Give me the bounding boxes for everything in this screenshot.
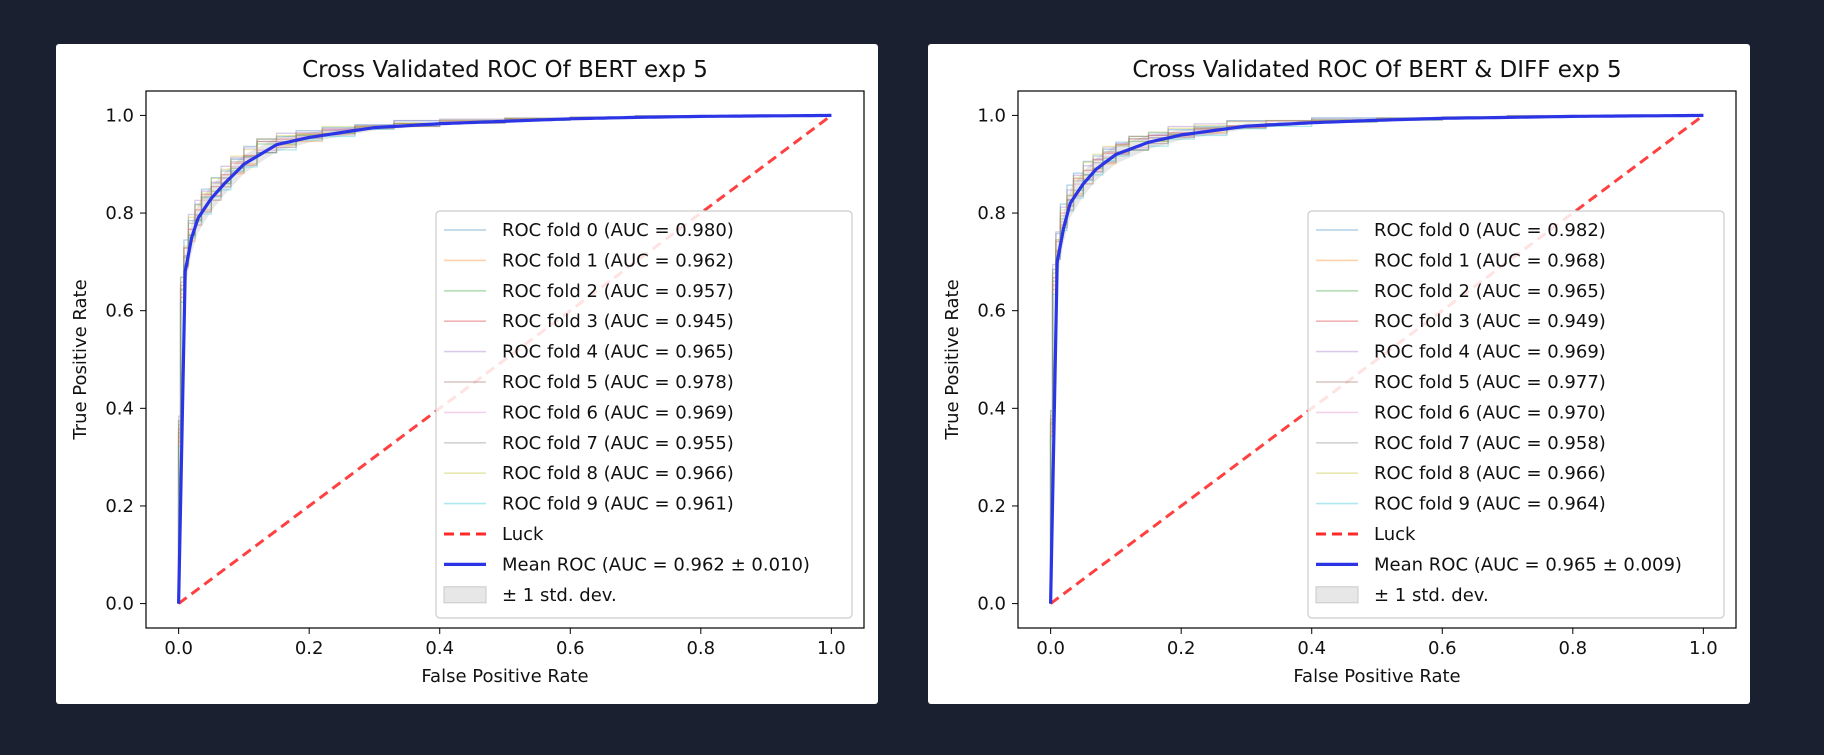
x-tick-label: 0.0 (164, 638, 193, 659)
x-tick-label: 0.4 (1297, 638, 1326, 659)
y-tick-label: 0.8 (105, 203, 134, 224)
legend-box (1307, 210, 1725, 619)
roc-chart-bert-diff: 0.0 0.0 0.2 0.2 0.4 0.4 0.6 0.6 0.8 0.8 1.0 1.0 Cros… (942, 57, 1737, 687)
y-axis-label: True Positive Rate (942, 279, 963, 440)
legend-entry: ROC fold 7 (AUC = 0.958) (1374, 433, 1606, 454)
mean-roc-curve (177, 113, 832, 604)
legend-entry: ROC fold 6 (AUC = 0.969) (502, 402, 734, 423)
x-axis-label: False Positive Rate (421, 666, 588, 687)
x-tick-label: 1.0 (1689, 638, 1718, 659)
roc-panel-bert-diff: 0.0 0.0 0.2 0.2 0.4 0.4 0.6 0.6 0.8 0.8 1.0 1.0 Cros… (928, 44, 1750, 704)
legend-box (435, 210, 853, 619)
legend-swatch-band (1315, 586, 1359, 604)
x-tick-label: 1.0 (817, 638, 846, 659)
legend-entry: ROC fold 1 (AUC = 0.968) (1374, 250, 1606, 271)
x-tick-label: 0.2 (1167, 638, 1196, 659)
legend-swatch-band (443, 586, 487, 604)
y-tick-label: 0.8 (977, 203, 1006, 224)
roc-chart-bert: 0.0 0.0 0.2 0.2 0.4 0.4 0.6 0.6 0.8 0.8 1.0 1.0 Cros… (70, 57, 865, 687)
y-tick-label: 1.0 (977, 105, 1006, 126)
legend-entry: Mean ROC (AUC = 0.962 ± 0.010) (502, 554, 810, 575)
legend-entry: ROC fold 3 (AUC = 0.945) (502, 311, 734, 332)
legend-entry: Mean ROC (AUC = 0.965 ± 0.009) (1374, 554, 1682, 575)
legend-entry: ROC fold 2 (AUC = 0.957) (502, 281, 734, 302)
legend-entry: ROC fold 8 (AUC = 0.966) (502, 463, 734, 484)
legend-entry: ROC fold 0 (AUC = 0.982) (1374, 220, 1606, 241)
y-axis-label: True Positive Rate (70, 279, 91, 440)
y-tick-label: 0.6 (977, 301, 1006, 322)
legend-entry: ROC fold 8 (AUC = 0.966) (1374, 463, 1606, 484)
y-tick-label: 0.0 (105, 594, 134, 615)
roc-panel-bert: 0.0 0.0 0.2 0.2 0.4 0.4 0.6 0.6 0.8 0.8 1.0 1.0 Cros… (56, 44, 878, 704)
x-tick-label: 0.0 (1036, 638, 1065, 659)
x-tick-label: 0.8 (1558, 638, 1587, 659)
legend-entry: ROC fold 3 (AUC = 0.949) (1374, 311, 1606, 332)
x-tick-label: 0.6 (556, 638, 585, 659)
x-tick-label: 0.2 (295, 638, 324, 659)
y-tick-label: 0.6 (105, 301, 134, 322)
mean-roc-curve (1049, 113, 1704, 604)
legend-entry: ROC fold 7 (AUC = 0.955) (502, 433, 734, 454)
legend-entry: ± 1 std. dev. (502, 585, 617, 606)
legend-entry: ROC fold 9 (AUC = 0.961) (502, 494, 734, 515)
legend-entry: ROC fold 4 (AUC = 0.965) (502, 342, 734, 363)
y-tick-label: 0.2 (105, 496, 134, 517)
y-tick-label: 0.2 (977, 496, 1006, 517)
x-tick-label: 0.8 (686, 638, 715, 659)
legend-entry: ROC fold 2 (AUC = 0.965) (1374, 281, 1606, 302)
legend-entry: ROC fold 4 (AUC = 0.969) (1374, 342, 1606, 363)
chart-title: Cross Validated ROC Of BERT exp 5 (302, 57, 708, 83)
y-tick-label: 0.0 (977, 594, 1006, 615)
legend-entry: Luck (1374, 524, 1416, 545)
x-axis-label: False Positive Rate (1293, 666, 1460, 687)
legend-entry: ± 1 std. dev. (1374, 585, 1489, 606)
legend-entry: ROC fold 9 (AUC = 0.964) (1374, 494, 1606, 515)
legend-entry: ROC fold 5 (AUC = 0.978) (502, 372, 734, 393)
legend-entry: ROC fold 0 (AUC = 0.980) (502, 220, 734, 241)
legend-entry: ROC fold 5 (AUC = 0.977) (1374, 372, 1606, 393)
x-tick-label: 0.4 (425, 638, 454, 659)
y-tick-label: 1.0 (105, 105, 134, 126)
legend-entry: ROC fold 6 (AUC = 0.970) (1374, 402, 1606, 423)
legend-entry: Luck (502, 524, 544, 545)
y-tick-label: 0.4 (977, 398, 1006, 419)
x-tick-label: 0.6 (1428, 638, 1457, 659)
chart-title: Cross Validated ROC Of BERT & DIFF exp 5 (1132, 57, 1621, 83)
plot-frame (145, 90, 865, 629)
legend-entry: ROC fold 1 (AUC = 0.962) (502, 250, 734, 271)
plot-frame (1017, 90, 1737, 629)
y-tick-label: 0.4 (105, 398, 134, 419)
